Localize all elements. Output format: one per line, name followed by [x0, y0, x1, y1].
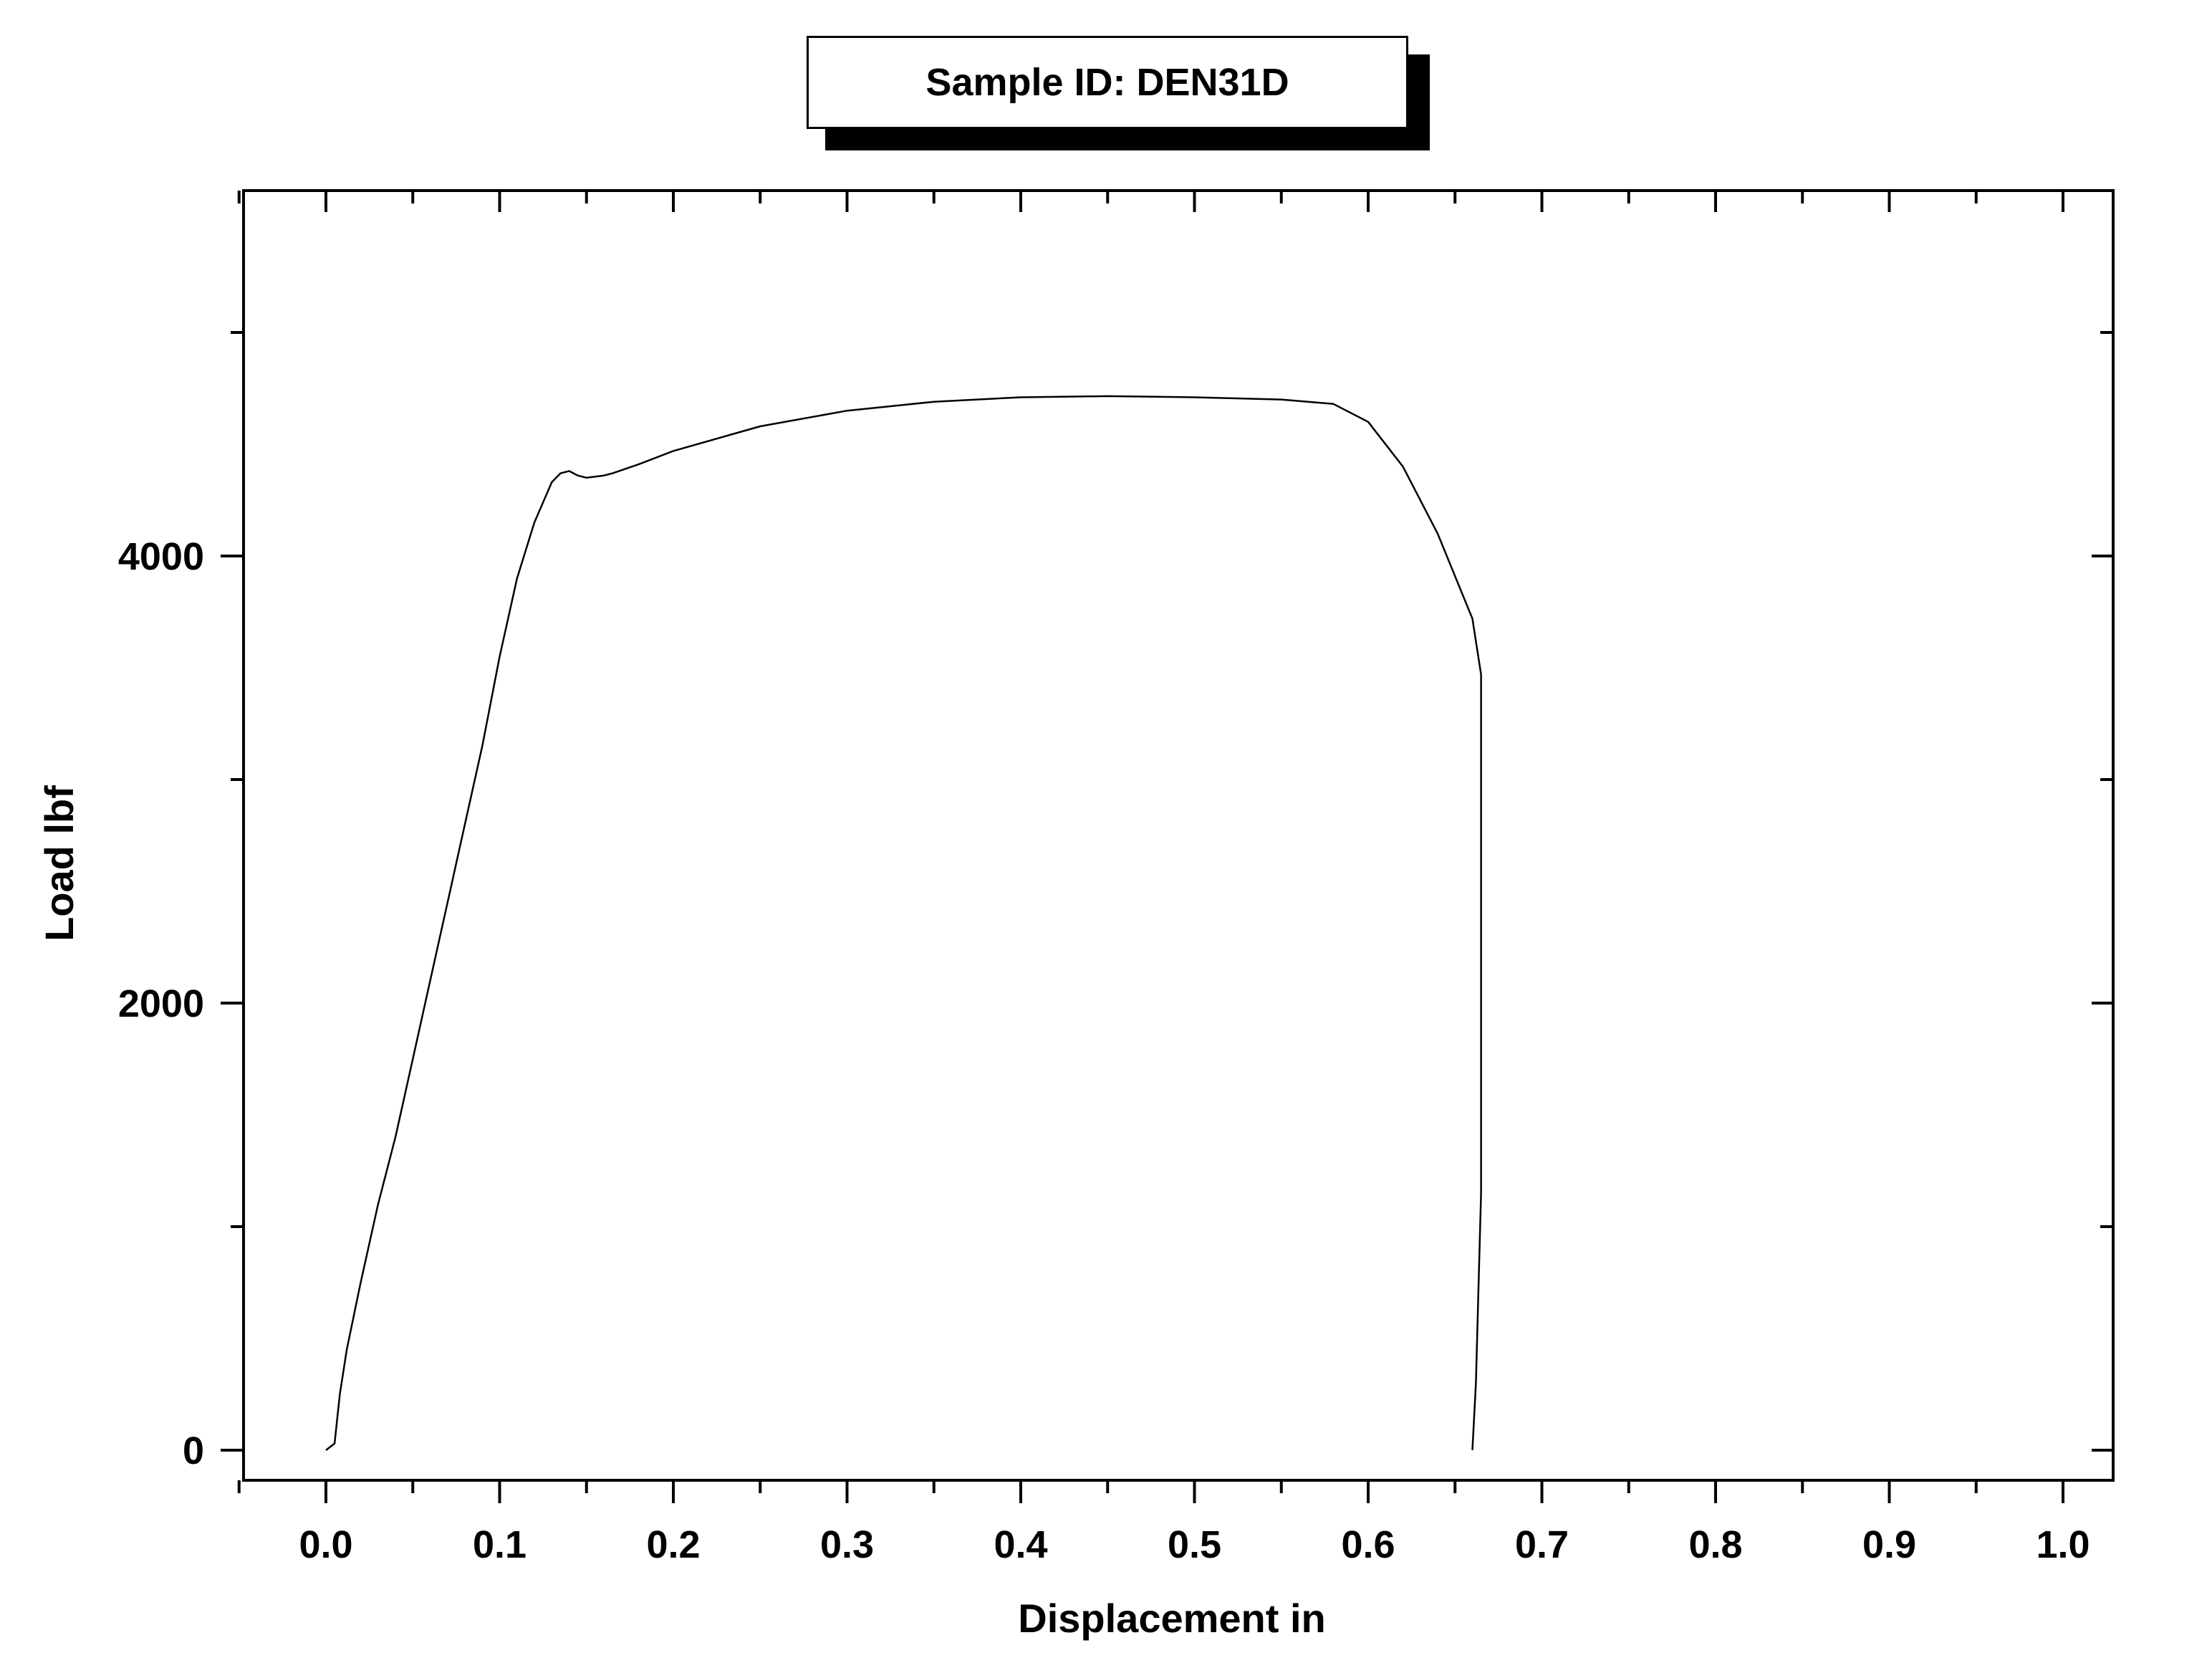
x-tick-label: 0.4 — [994, 1523, 1047, 1566]
y-axis-ticks — [221, 331, 2113, 1452]
x-axis-title: Displacement in — [1018, 1596, 1325, 1641]
x-tick-label: 0.8 — [1688, 1523, 1742, 1566]
y-axis-tick-labels: 0 2000 4000 — [118, 535, 204, 1472]
x-tick-label: 0.3 — [820, 1523, 874, 1566]
y-tick-label: 2000 — [118, 982, 204, 1025]
x-tick-label: 0.0 — [299, 1523, 352, 1566]
x-tick-label: 1.0 — [2036, 1523, 2090, 1566]
y-tick-label: 4000 — [118, 535, 204, 578]
plot-frame — [242, 189, 2115, 1482]
x-tick-label: 0.5 — [1168, 1523, 1221, 1566]
chart-title-box: Sample ID: DEN31D — [807, 36, 1408, 129]
x-axis-tick-labels: 0.0 0.1 0.2 0.3 0.4 0.5 0.6 0.7 0.8 0.9 1.0 — [299, 1523, 2090, 1566]
x-tick-label: 0.6 — [1341, 1523, 1395, 1566]
load-displacement-line — [325, 395, 1482, 1451]
x-tick-label: 0.2 — [646, 1523, 700, 1566]
y-tick-label: 0 — [183, 1429, 204, 1472]
chart-title: Sample ID: DEN31D — [925, 61, 1289, 104]
x-axis-ticks — [237, 191, 2064, 1503]
x-tick-label: 0.1 — [473, 1523, 526, 1566]
x-tick-label: 0.9 — [1862, 1523, 1916, 1566]
y-axis-title: Load lbf — [37, 785, 82, 941]
x-tick-label: 0.7 — [1515, 1523, 1569, 1566]
